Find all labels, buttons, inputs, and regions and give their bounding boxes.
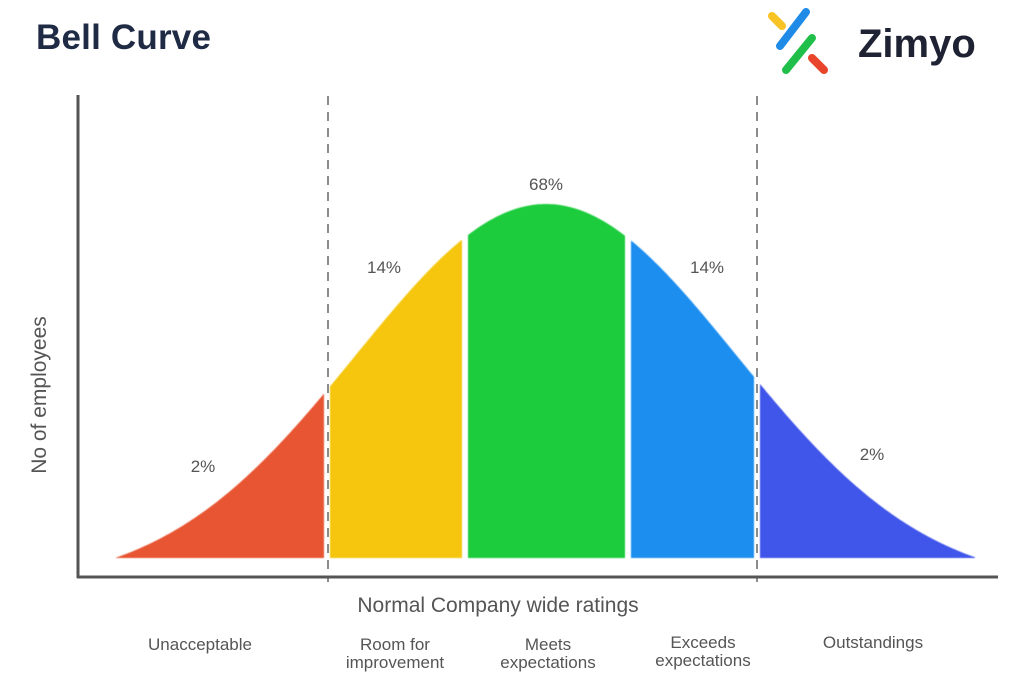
value-label-1: 2% xyxy=(191,457,216,476)
brand: Zimyo xyxy=(766,8,1006,80)
zimyo-logo-icon xyxy=(768,8,828,74)
value-label-4: 14% xyxy=(690,258,724,277)
x-axis-label: Normal Company wide ratings xyxy=(357,594,638,617)
segment-1 xyxy=(115,393,324,558)
segment-4 xyxy=(631,240,754,558)
segment-5 xyxy=(760,384,975,558)
value-label-5: 2% xyxy=(860,445,885,464)
category-label-3: Meets expectations xyxy=(500,635,595,672)
chart-title: Bell Curve xyxy=(36,18,212,57)
y-axis-label: No of employees xyxy=(28,316,51,474)
category-label-4: Exceeds expectations xyxy=(655,633,750,670)
category-label-1: Unacceptable xyxy=(148,635,252,654)
segment-3 xyxy=(468,204,625,558)
segment-2 xyxy=(330,239,462,558)
category-label-5: Outstandings xyxy=(823,633,923,652)
brand-name: Zimyo xyxy=(858,22,976,66)
value-label-3: 68% xyxy=(529,175,563,194)
category-label-2: Room for improvement xyxy=(346,635,445,672)
value-label-2: 14% xyxy=(367,258,401,277)
